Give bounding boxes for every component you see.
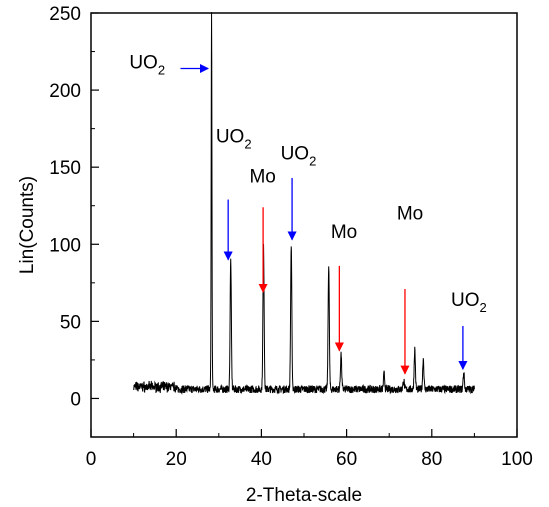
peak-annotations: UO2 UO2 Mo UO2 Mo Mo UO2 — [129, 53, 487, 375]
annotation-2: Mo — [249, 167, 276, 293]
annotation-6: UO2 — [451, 290, 487, 371]
x-tick-label: 80 — [421, 449, 442, 470]
y-tick-label: 150 — [49, 158, 81, 179]
x-tick-label: 40 — [251, 449, 272, 470]
x-tick-label: 0 — [86, 449, 97, 470]
diffraction-trace — [133, 12, 475, 395]
annotation-label: UO2 — [129, 53, 165, 78]
x-tick-label: 20 — [166, 449, 187, 470]
y-tick-label: 0 — [70, 389, 81, 410]
annotation-5: Mo — [397, 204, 423, 375]
annotation-label: UO2 — [281, 143, 317, 168]
annotation-label: Mo — [331, 222, 357, 243]
annotation-label: Mo — [397, 204, 423, 225]
plot-frame — [90, 12, 518, 438]
y-tick-label: 200 — [49, 81, 81, 102]
y-axis-ticks: 0 50 100 150 200 250 — [49, 4, 99, 410]
x-axis-ticks: 0 20 40 60 80 100 — [86, 429, 533, 470]
y-axis-label: Lin(Counts) — [17, 176, 38, 274]
x-tick-label: 100 — [501, 449, 533, 470]
y-tick-label: 50 — [60, 312, 81, 333]
y-tick-label: 100 — [49, 235, 81, 256]
annotation-4: Mo — [331, 222, 357, 352]
y-tick-label: 250 — [49, 4, 81, 25]
annotation-1: UO2 — [216, 127, 252, 261]
annotation-0: UO2 — [129, 53, 210, 78]
annotation-label: Mo — [249, 167, 275, 188]
x-tick-label: 60 — [336, 449, 357, 470]
annotation-label: UO2 — [451, 290, 487, 315]
annotation-label: UO2 — [216, 127, 252, 152]
x-axis-label: 2-Theta-scale — [246, 485, 362, 506]
annotation-3: UO2 — [281, 143, 317, 241]
